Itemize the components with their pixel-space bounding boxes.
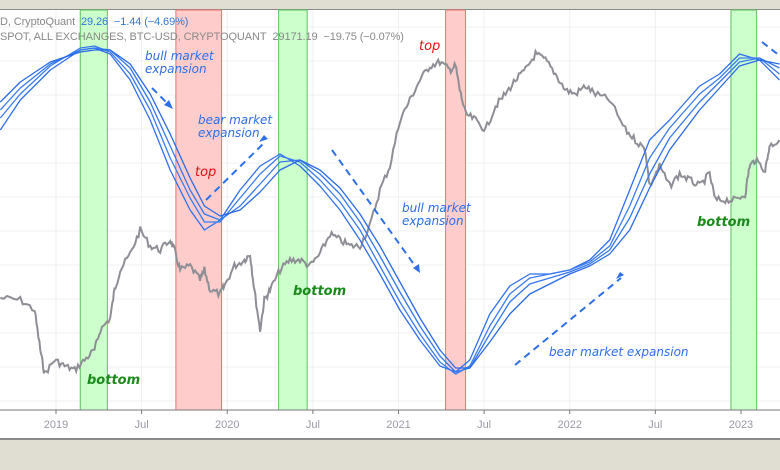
legend-line-1: D, CryptoQuant 29.26 −1.44 (−4.69%) <box>0 16 188 28</box>
arrowhead-bear-2 <box>616 272 624 279</box>
ma-line-2 <box>0 45 780 375</box>
x-tick-label: 2022 <box>557 419 581 431</box>
annotation-bull-2-line2: expansion <box>402 214 464 228</box>
arrowhead-bull-2 <box>413 264 420 273</box>
x-tick-label: Jul <box>477 419 491 431</box>
annotation-bull-1-line1: bull market <box>145 49 215 63</box>
annotation-bear-1-line1: bear market <box>198 113 273 127</box>
highlight-regions <box>79 9 758 411</box>
arrow-bear-1 <box>205 141 266 201</box>
x-tick-label: Jul <box>648 419 662 431</box>
annotation-bottom-3: bottom <box>697 215 750 230</box>
legend-2-name: SPOT, ALL EXCHANGES, BTC-USD, CRYPTOQUAN… <box>0 31 267 43</box>
arrow-bull-2 <box>331 149 419 271</box>
ma-line-1 <box>0 47 780 373</box>
x-axis: 2019 Jul 2020 Jul 2021 Jul 2022 Jul 2023 <box>0 409 780 431</box>
legend-1-change: −1.44 (−4.69%) <box>113 16 189 28</box>
annotation-bear-2: bear market expansion <box>549 345 689 359</box>
region-top <box>175 9 223 411</box>
annotation-top-1: top <box>195 165 216 180</box>
price-line <box>0 48 780 375</box>
annotation-bull-2-line1: bull market <box>402 201 472 215</box>
annotation-bottom-2: bottom <box>293 284 346 299</box>
legend-2-change: −19.75 (−0.07%) <box>323 31 404 43</box>
annotation-bear-1-line2: expansion <box>198 126 260 140</box>
x-tick-label: Jul <box>306 419 320 431</box>
ma-line-3 <box>0 47 780 373</box>
annotation-bottom-1: bottom <box>87 373 140 388</box>
annotations: bull market expansion bear market expans… <box>87 39 780 388</box>
annotation-bull-1-line2: expansion <box>145 62 207 76</box>
annotation-top-2: top <box>419 39 440 54</box>
x-tick-label: 2019 <box>44 419 68 431</box>
x-tick-label: Jul <box>135 419 149 431</box>
region-bottom <box>730 9 758 411</box>
ma-line-4 <box>0 49 780 369</box>
arrow-right-edge <box>761 41 780 57</box>
x-tick-label: 2020 <box>215 419 239 431</box>
arrow-bull-1 <box>151 87 171 107</box>
x-tick-label: 2021 <box>386 419 410 431</box>
arrowhead-bull-1 <box>164 100 173 109</box>
arrowhead-bear-1 <box>259 135 268 142</box>
legend-2-value: 29171.19 <box>272 31 318 43</box>
arrow-bear-2 <box>514 277 622 366</box>
x-tick-label: 2023 <box>729 419 753 431</box>
legend-1-name: D, CryptoQuant <box>0 16 76 28</box>
legend-1-value: 29.26 <box>80 16 108 28</box>
region-bottom <box>278 9 308 411</box>
legend-line-2: SPOT, ALL EXCHANGES, BTC-USD, CRYPTOQUAN… <box>0 31 404 43</box>
